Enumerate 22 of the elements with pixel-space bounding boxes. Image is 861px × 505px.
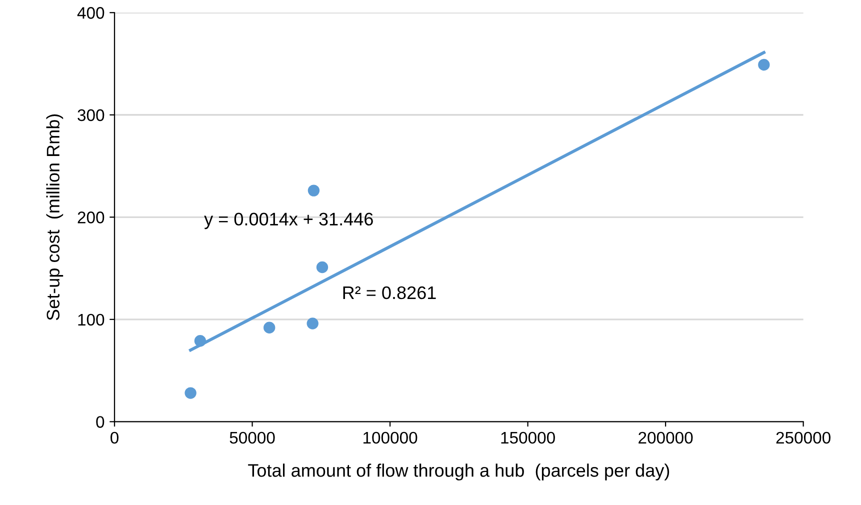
x-tick-label: 0 [110,432,118,444]
y-tick-label: 200 [78,212,104,224]
point [194,335,206,347]
x-tick-label: 150000 [501,432,555,444]
y-tick-label: 100 [78,314,104,326]
x-tick-label: 50000 [230,432,275,444]
annotation: y = 0.0014x + 31.446 [204,212,373,230]
y-tick-label: 400 [77,7,104,19]
x-axis-title: Total amount of flow through a hub (parcels per day) [248,464,670,480]
x-tick-label: 100000 [364,432,418,444]
y-axis-title: Set-up cost (million Rmb) [46,114,64,320]
x-tick-label: 250000 [776,432,830,444]
x-tick-label: 200000 [638,432,693,444]
point [306,318,318,330]
point [184,387,196,399]
point [758,58,770,71]
point [264,322,276,334]
point [316,261,328,274]
y-tick-label: 0 [96,416,104,428]
annotation: R² = 0.8261 [343,286,436,300]
y-tick-label: 300 [78,109,104,122]
point [308,184,320,196]
